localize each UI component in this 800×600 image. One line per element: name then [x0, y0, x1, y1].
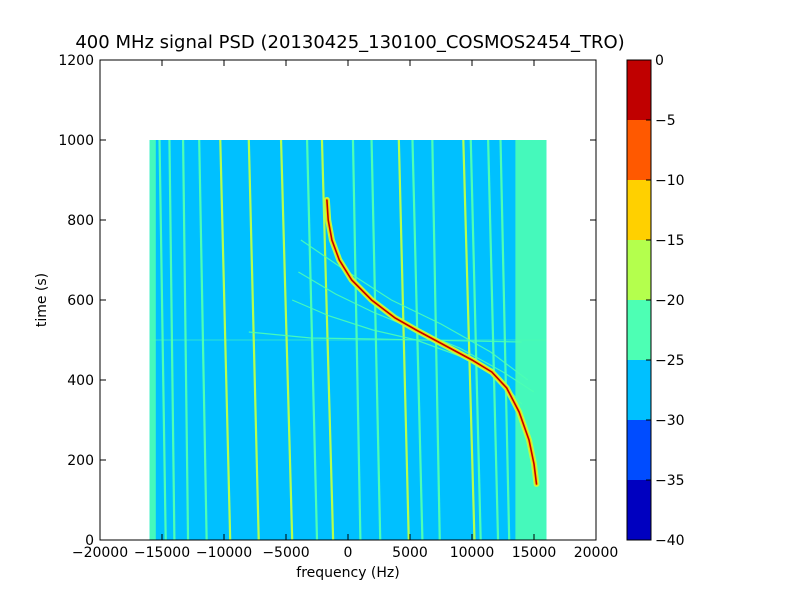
x-tick-label: −20000 — [72, 545, 128, 561]
x-tick-label: −15000 — [134, 545, 190, 561]
heatmap-carrier-line — [320, 139, 335, 541]
spectrogram-heatmap — [149, 139, 547, 541]
colorbar-bins — [627, 60, 651, 540]
colorbar-tick-label: −35 — [655, 473, 685, 489]
colorbar-tick-label: −10 — [655, 173, 685, 189]
colorbar-tick-label: −30 — [655, 413, 685, 429]
heatmap-carrier-line — [279, 139, 294, 541]
heatmap-carrier-line — [247, 139, 260, 541]
x-tick-label: −10000 — [196, 545, 252, 561]
plot-area: −20000 −15000 −10000 −5000 0 5000 10000 15000 20… — [58, 53, 618, 561]
colorbar-bin — [627, 60, 651, 120]
heatmap-carrier-line — [219, 139, 232, 541]
colorbar-ticks: 0 −5 −10 −15 −20 −25 −30 −35 −40 — [646, 53, 685, 549]
heatmap-faint-trace — [248, 331, 522, 343]
x-tick-label: 10000 — [450, 545, 495, 561]
x-tick-label: 20000 — [574, 545, 619, 561]
colorbar-bin — [627, 300, 651, 360]
heatmap-carrier-line — [487, 139, 500, 541]
y-tick-label: 200 — [67, 453, 94, 469]
heatmap-carrier-line — [370, 139, 382, 541]
y-tick-label: 0 — [85, 533, 94, 549]
colorbar-bin — [627, 120, 651, 180]
colorbar-bin — [627, 180, 651, 240]
colorbar-tick-label: −40 — [655, 533, 685, 549]
heatmap-carrier-line — [499, 139, 511, 541]
x-tick-label: 0 — [344, 545, 353, 561]
y-tick-label: 400 — [67, 373, 94, 389]
colorbar-tick-label: −5 — [655, 113, 676, 129]
heatmap-carrier-line — [158, 139, 167, 541]
colorbar-tick-label: −20 — [655, 293, 685, 309]
heatmap-carrier-line — [181, 139, 190, 541]
colorbar-bin — [627, 240, 651, 300]
colorbar-tick-label: −15 — [655, 233, 685, 249]
y-tick-label: 800 — [67, 213, 94, 229]
heatmap-carrier-line — [351, 139, 362, 541]
chart-title: 400 MHz signal PSD (20130425_130100_COSM… — [75, 32, 624, 53]
heatmap-carrier-line — [198, 139, 208, 541]
y-tick-label: 1000 — [58, 133, 94, 149]
x-tick-label: 5000 — [392, 545, 428, 561]
colorbar-tick-label: −25 — [655, 353, 685, 369]
heatmap-signal-trace — [326, 199, 538, 485]
x-axis: −20000 −15000 −10000 −5000 0 5000 10000 15000 20… — [72, 60, 618, 561]
y-tick-label: 600 — [67, 293, 94, 309]
colorbar-bin — [627, 480, 651, 540]
y-axis-label: time (s) — [34, 273, 50, 327]
heatmap-carrier-line — [168, 139, 176, 541]
x-tick-label: 15000 — [512, 545, 557, 561]
colorbar-bin — [627, 420, 651, 480]
heatmap-carrier-line — [305, 139, 319, 541]
colorbar-tick-label: 0 — [655, 53, 664, 69]
heatmap-faint-trace — [300, 239, 529, 381]
colorbar: 0 −5 −10 −15 −20 −25 −30 −35 −40 — [626, 53, 685, 549]
y-axis: 0 200 400 600 800 1000 1200 — [58, 53, 596, 549]
heatmap-carrier-line — [469, 139, 482, 541]
colorbar-bin — [627, 360, 651, 420]
x-axis-label: frequency (Hz) — [296, 565, 399, 581]
y-tick-label: 1200 — [58, 53, 94, 69]
x-tick-label: −5000 — [262, 545, 309, 561]
